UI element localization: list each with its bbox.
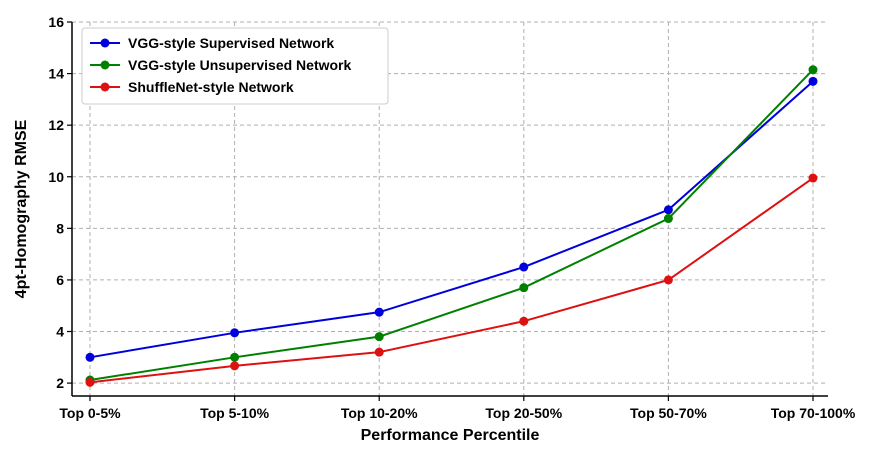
legend-marker [100,82,110,92]
y-tick-label: 4 [56,324,64,340]
y-tick-label: 8 [56,220,64,236]
data-point [519,262,529,272]
series-2 [85,173,818,387]
y-tick-label: 12 [48,117,64,133]
series-0 [85,76,818,362]
legend-label: VGG-style Unsupervised Network [128,57,352,73]
legend-marker [100,60,110,70]
x-tick-label: Top 0-5% [59,405,121,421]
tick-labels: 2 4 6 8 10 12 14 16 Top 0-5% Top 5-10% Top 10-20% T… [48,14,855,421]
data-point [374,307,384,317]
x-axis-label: Performance Percentile [361,427,540,444]
axes [67,21,828,401]
data-point [808,65,818,75]
series-line [89,177,814,384]
y-tick-label: 2 [56,375,64,391]
y-axis-label: 4pt-Homography RMSE [13,119,30,298]
x-tick-label: Top 5-10% [200,405,270,421]
data-point [374,347,384,357]
y-tick-label: 10 [48,169,64,185]
legend-entry: ShuffleNet-style Network [90,79,294,95]
y-tick-label: 6 [56,272,64,288]
series-1 [85,65,818,385]
x-tick-label: Top 70-100% [771,405,856,421]
x-tick-label: Top 50-70% [630,405,707,421]
series-line [89,69,814,381]
x-tick-label: Top 20-50% [485,405,562,421]
data-point [230,352,240,362]
data-point [230,361,240,371]
y-tick-label: 16 [48,14,64,30]
legend-entry: VGG-style Supervised Network [90,35,334,51]
data-point [519,316,529,326]
series-line [89,80,814,359]
data-point [374,332,384,342]
y-tick-label: 14 [48,66,64,82]
data-point [663,275,673,285]
legend-entry: VGG-style Unsupervised Network [90,57,352,73]
data-point [663,205,673,215]
legend-box [81,27,389,105]
data-point [230,328,240,338]
data-point [519,283,529,293]
legend-marker [100,38,110,48]
data-point [808,76,818,86]
legend-label: VGG-style Supervised Network [128,35,334,51]
data-point [808,173,818,183]
data-point [85,377,95,387]
data-point [85,352,95,362]
legend-label: ShuffleNet-style Network [128,79,294,95]
legend: VGG-style Supervised Network VGG-style Un… [81,27,389,105]
data-point [663,214,673,224]
series-lines [85,65,818,387]
x-tick-label: Top 10-20% [341,405,418,421]
